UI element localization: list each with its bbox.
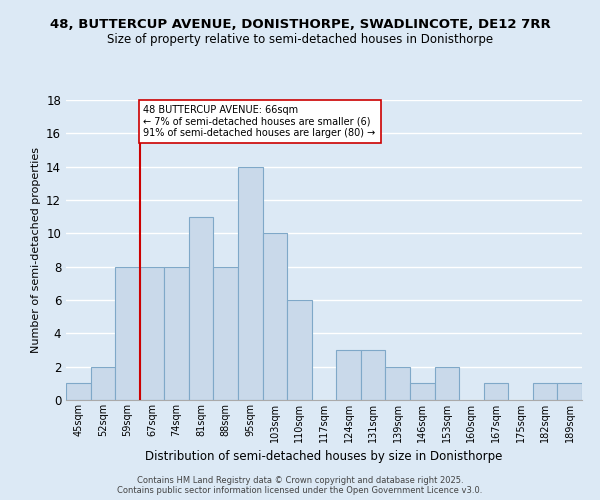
Bar [66,384,91,400]
Bar [214,266,238,400]
Bar [361,350,385,400]
Bar [385,366,410,400]
Bar [410,384,434,400]
Text: 48 BUTTERCUP AVENUE: 66sqm
← 7% of semi-detached houses are smaller (6)
91% of s: 48 BUTTERCUP AVENUE: 66sqm ← 7% of semi-… [143,105,376,138]
Y-axis label: Number of semi-detached properties: Number of semi-detached properties [31,147,41,353]
Bar [263,234,287,400]
Bar [91,366,115,400]
Bar [140,266,164,400]
Bar [484,384,508,400]
Bar [533,384,557,400]
Text: Contains public sector information licensed under the Open Government Licence v3: Contains public sector information licen… [118,486,482,495]
Bar [557,384,582,400]
Text: 48, BUTTERCUP AVENUE, DONISTHORPE, SWADLINCOTE, DE12 7RR: 48, BUTTERCUP AVENUE, DONISTHORPE, SWADL… [50,18,550,30]
Text: Contains HM Land Registry data © Crown copyright and database right 2025.: Contains HM Land Registry data © Crown c… [137,476,463,485]
Bar [115,266,140,400]
Bar [434,366,459,400]
Bar [189,216,214,400]
Text: Size of property relative to semi-detached houses in Donisthorpe: Size of property relative to semi-detach… [107,32,493,46]
Bar [238,166,263,400]
Bar [164,266,189,400]
Bar [287,300,312,400]
Bar [336,350,361,400]
X-axis label: Distribution of semi-detached houses by size in Donisthorpe: Distribution of semi-detached houses by … [145,450,503,464]
